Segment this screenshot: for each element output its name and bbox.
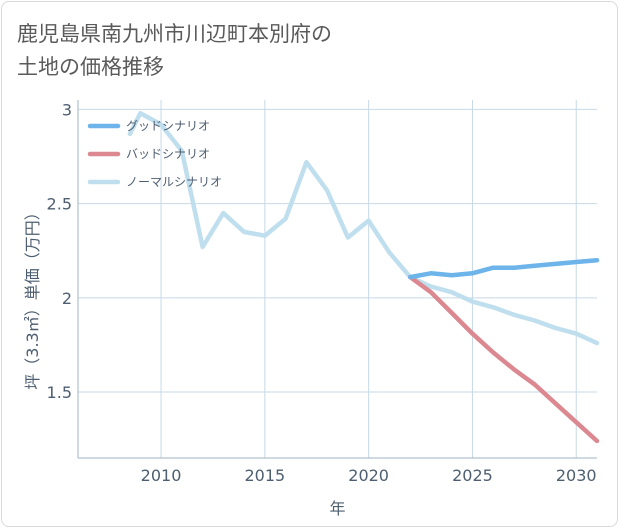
- legend-label: ノーマルシナリオ: [126, 175, 222, 189]
- series-lines: [127, 110, 600, 444]
- y-tick-label: 2.5: [47, 195, 72, 214]
- tick-labels: 2010 2015 2020 2025 2030 1.5 2 2.5 3: [47, 100, 597, 485]
- y-axis-label: 坪（3.3㎡）単価（万円）: [23, 204, 42, 389]
- y-tick-label: 2: [62, 289, 72, 308]
- x-tick-label: 2020: [348, 466, 389, 485]
- legend-label: グッドシナリオ: [126, 119, 210, 133]
- series-2-line: [407, 274, 600, 444]
- chart-title: 鹿児島県南九州市川辺町本別府の 土地の価格推移: [17, 22, 332, 79]
- x-tick-label: 2030: [556, 466, 597, 485]
- x-tick-label: 2025: [452, 466, 493, 485]
- series-3-line: [127, 110, 600, 346]
- grid-lines: [78, 100, 597, 458]
- y-tick-label: 3: [62, 100, 72, 119]
- axes: [77, 100, 597, 459]
- x-tick-label: 2015: [244, 466, 285, 485]
- series-1-line: [407, 257, 600, 280]
- y-tick-label: 1.5: [47, 383, 72, 402]
- x-tick-label: 2010: [141, 466, 182, 485]
- x-axis-label: 年: [329, 499, 345, 518]
- legend-label: バッドシナリオ: [126, 147, 210, 161]
